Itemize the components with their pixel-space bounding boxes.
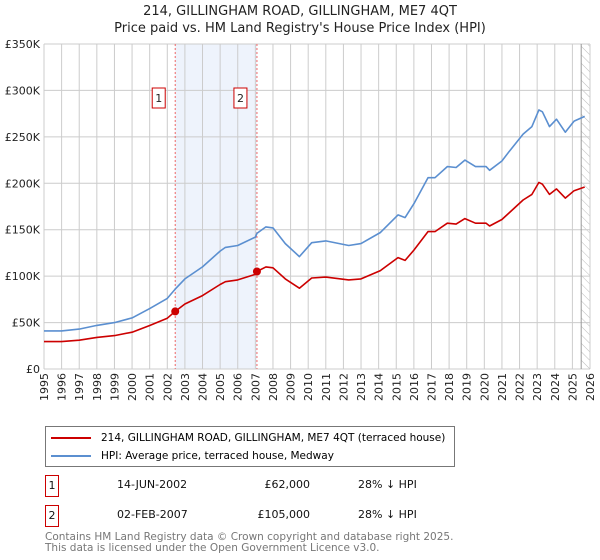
sale-hpi-diff: 28% ↓ HPI xyxy=(358,508,417,521)
x-tick-label: 1998 xyxy=(91,373,104,401)
x-tick-label: 2015 xyxy=(390,373,403,401)
x-tick-label: 2011 xyxy=(320,373,333,401)
sale-hpi-diff: 28% ↓ HPI xyxy=(358,478,417,491)
x-tick-label: 2002 xyxy=(161,373,174,401)
x-tick-label: 2026 xyxy=(584,373,597,401)
sale-date: 02-FEB-2007 xyxy=(117,508,188,521)
y-tick-label: £200K xyxy=(5,177,41,190)
x-tick-label: 2001 xyxy=(144,373,157,401)
x-tick-label: 2010 xyxy=(302,373,315,401)
legend-label: HPI: Average price, terraced house, Medw… xyxy=(101,450,334,462)
footer-licence: This data is licensed under the Open Gov… xyxy=(45,542,380,554)
chart-plot: 1995 1996 1997 1998 1999 2000 2001 2002 2003 2004… xyxy=(5,38,597,401)
legend-swatch-blue xyxy=(51,455,91,457)
legend-label: 214, GILLINGHAM ROAD, GILLINGHAM, ME7 4Q… xyxy=(101,432,446,444)
x-tick-label: 2025 xyxy=(566,373,579,401)
x-tick-label: 2008 xyxy=(267,373,280,401)
sale-date: 14-JUN-2002 xyxy=(117,478,188,491)
x-tick-label: 2013 xyxy=(355,373,368,401)
sale-price: £62,000 xyxy=(264,478,311,491)
x-tick-label: 2007 xyxy=(249,373,262,401)
y-tick-label: £100K xyxy=(5,270,41,283)
sale-point xyxy=(171,307,180,316)
sale-point xyxy=(252,267,261,276)
x-tick-label: 2021 xyxy=(496,373,509,401)
sale-row-1: 1 14-JUN-2002 £62,000 28% ↓ HPI xyxy=(45,475,465,497)
hpi-line xyxy=(44,109,586,332)
y-tick-label: £0 xyxy=(26,363,40,376)
x-tick-label: 1997 xyxy=(73,373,86,401)
forecast-hatch xyxy=(581,44,590,369)
x-tick-label: 2004 xyxy=(197,373,210,401)
x-tick-label: 1995 xyxy=(38,373,51,401)
chart-title: 214, GILLINGHAM ROAD, GILLINGHAM, ME7 4Q… xyxy=(143,4,457,19)
x-tick-label: 2022 xyxy=(514,373,527,401)
sale-row-2: 2 02-FEB-2007 £105,000 28% ↓ HPI xyxy=(45,505,465,527)
y-tick-label: £350K xyxy=(5,38,41,51)
sale-marker-label: 2 xyxy=(45,505,59,527)
sale-marker-label: 2 xyxy=(237,92,244,105)
x-tick-label: 2019 xyxy=(461,373,474,401)
price-paid-line xyxy=(44,181,585,343)
x-tick-label: 2016 xyxy=(408,373,421,401)
sale-marker-box xyxy=(151,87,166,109)
legend-item-property: 214, GILLINGHAM ROAD, GILLINGHAM, ME7 4Q… xyxy=(51,430,445,446)
x-tick-label: 2024 xyxy=(549,373,562,401)
x-tick-label: 1999 xyxy=(108,373,121,401)
x-tick-label: 2009 xyxy=(285,373,298,401)
y-tick-label: £50K xyxy=(12,317,41,330)
x-tick-label: 2000 xyxy=(126,373,139,401)
chart-subtitle: Price paid vs. HM Land Registry's House … xyxy=(114,21,486,36)
footer-copyright: Contains HM Land Registry data © Crown c… xyxy=(45,531,454,543)
x-tick-label: 2018 xyxy=(443,373,456,401)
x-tick-label: 2003 xyxy=(179,373,192,401)
x-tick-label: 2005 xyxy=(214,373,227,401)
x-tick-label: 2020 xyxy=(478,373,491,401)
sale-marker-label: 1 xyxy=(155,92,162,105)
x-tick-label: 2023 xyxy=(531,373,544,401)
sale-price: £105,000 xyxy=(257,508,311,521)
y-tick-label: £250K xyxy=(5,131,41,144)
x-tick-label: 2012 xyxy=(337,373,350,401)
legend-item-hpi: HPI: Average price, terraced house, Medw… xyxy=(51,448,334,464)
y-tick-label: £300K xyxy=(5,84,41,97)
legend-swatch-red xyxy=(51,437,91,439)
x-tick-label: 2014 xyxy=(373,373,386,401)
x-tick-label: 2017 xyxy=(425,373,438,401)
legend: 214, GILLINGHAM ROAD, GILLINGHAM, ME7 4Q… xyxy=(45,426,455,467)
sale-marker-label: 1 xyxy=(45,475,59,497)
y-tick-label: £150K xyxy=(5,224,41,237)
sale-marker-box xyxy=(233,87,248,109)
x-tick-label: 2006 xyxy=(232,373,245,401)
x-tick-label: 1996 xyxy=(56,373,69,401)
